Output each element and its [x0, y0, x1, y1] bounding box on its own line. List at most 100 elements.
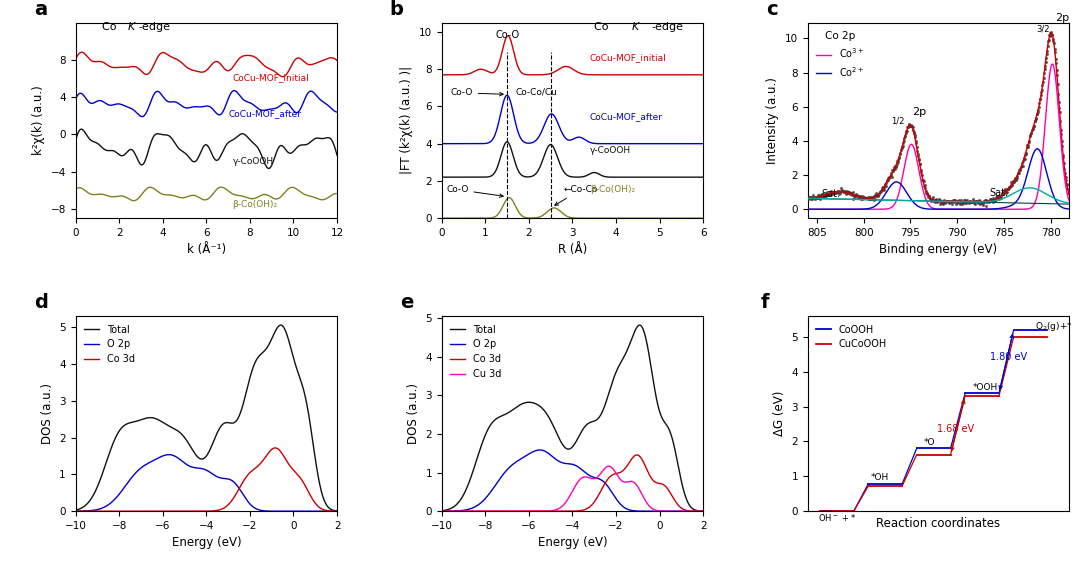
Point — [888, 162, 905, 171]
Point — [876, 181, 893, 190]
Point — [1008, 176, 1025, 185]
Point — [845, 194, 862, 203]
Point — [991, 193, 1009, 202]
Point — [847, 191, 864, 201]
Point — [869, 191, 887, 200]
Point — [926, 196, 943, 205]
Point — [923, 194, 941, 203]
Point — [918, 189, 935, 198]
Point — [989, 194, 1007, 203]
Y-axis label: DOS (a.u.): DOS (a.u.) — [407, 383, 420, 444]
Total — [691, 507, 704, 514]
Total — [697, 508, 710, 515]
Point — [989, 191, 1007, 201]
Point — [880, 176, 897, 185]
Point — [985, 193, 1002, 202]
Point — [1047, 47, 1064, 56]
Point — [850, 192, 867, 201]
Text: β-Co(OH)₂: β-Co(OH)₂ — [590, 185, 635, 194]
Point — [854, 193, 872, 202]
Co 3d — [435, 508, 448, 515]
Point — [1008, 172, 1025, 181]
Point — [960, 199, 977, 208]
Co 3d — [591, 494, 604, 501]
Point — [986, 196, 1003, 205]
Point — [937, 196, 955, 205]
Point — [834, 187, 851, 196]
Point — [812, 195, 829, 204]
Y-axis label: ΔG (eV): ΔG (eV) — [773, 391, 786, 436]
Point — [907, 136, 924, 145]
Point — [969, 197, 986, 206]
Point — [807, 193, 824, 202]
Point — [854, 193, 872, 202]
Point — [875, 185, 892, 194]
Text: 3/2: 3/2 — [1037, 24, 1050, 34]
Point — [835, 188, 852, 197]
Point — [872, 187, 889, 197]
Point — [841, 190, 859, 199]
Point — [946, 195, 963, 204]
Point — [1021, 136, 1038, 145]
Point — [877, 182, 894, 191]
Total — [274, 321, 287, 328]
Point — [981, 196, 998, 205]
Point — [819, 187, 836, 197]
O 2p — [284, 508, 297, 515]
Point — [880, 173, 897, 182]
O 2p — [559, 460, 572, 467]
Point — [842, 189, 860, 198]
Total — [193, 455, 206, 462]
Point — [910, 154, 928, 163]
Point — [813, 193, 831, 202]
Cu 3d — [650, 507, 663, 514]
Text: CoCu-MOF_initial: CoCu-MOF_initial — [232, 73, 309, 82]
Point — [1038, 49, 1055, 59]
Point — [890, 153, 907, 162]
Point — [934, 196, 951, 205]
Point — [870, 187, 888, 197]
Point — [823, 188, 840, 197]
Point — [906, 131, 923, 140]
Point — [899, 127, 916, 136]
Point — [905, 127, 922, 136]
Point — [828, 188, 846, 197]
Point — [1001, 183, 1018, 192]
Point — [838, 189, 855, 198]
Point — [1034, 81, 1051, 90]
Text: Co-O: Co-O — [496, 30, 519, 40]
Point — [897, 129, 915, 138]
Point — [1007, 176, 1024, 185]
Point — [977, 196, 995, 205]
Point — [802, 193, 820, 202]
Point — [804, 193, 821, 202]
Point — [1013, 158, 1030, 168]
Y-axis label: DOS (a.u.): DOS (a.u.) — [41, 383, 54, 444]
Point — [918, 189, 935, 198]
Point — [810, 194, 827, 203]
Total — [225, 420, 238, 427]
Co 3d — [559, 508, 572, 515]
Point — [861, 195, 878, 204]
Line: O 2p: O 2p — [442, 450, 703, 511]
Point — [930, 195, 947, 204]
Point — [902, 122, 919, 131]
Point — [971, 196, 988, 205]
Point — [865, 192, 882, 201]
Text: Co: Co — [102, 22, 120, 32]
Point — [948, 197, 966, 206]
Point — [1032, 87, 1050, 97]
O 2p — [592, 475, 605, 482]
Legend: Co$^{3+}$, Co$^{2+}$: Co$^{3+}$, Co$^{2+}$ — [812, 28, 868, 83]
Point — [843, 190, 861, 199]
Point — [985, 195, 1002, 204]
Point — [822, 186, 839, 195]
Point — [1010, 169, 1027, 178]
Point — [824, 188, 841, 197]
Point — [908, 146, 926, 155]
Point — [825, 189, 842, 198]
Point — [855, 193, 873, 202]
Point — [903, 122, 920, 131]
Point — [890, 156, 907, 165]
Point — [949, 197, 967, 206]
